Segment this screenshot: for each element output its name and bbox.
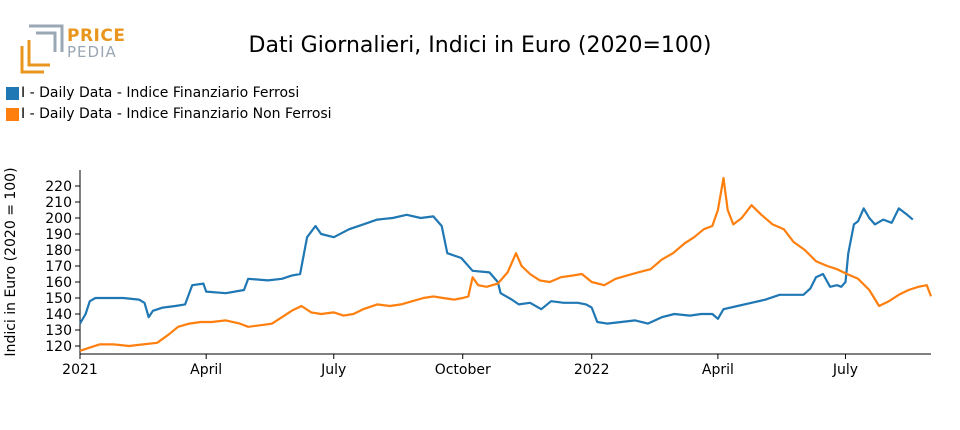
- y-axis-label: Indici in Euro (2020 = 100): [3, 167, 19, 356]
- legend-label-ferrosi: I - Daily Data - Indice Finanziario Ferr…: [21, 85, 300, 101]
- x-tick-label: 2022: [574, 362, 610, 378]
- legend-swatch-ferrosi: [6, 86, 19, 100]
- y-tick-label: 150: [45, 291, 72, 307]
- series-layer: [79, 176, 933, 352]
- y-tick-label: 140: [45, 307, 72, 323]
- chart-title: Dati Giornalieri, Indici in Euro (2020=1…: [248, 33, 712, 58]
- y-tick-label: 120: [45, 339, 72, 355]
- x-tick-label: July: [832, 362, 858, 378]
- x-tick-label: April: [702, 362, 734, 378]
- y-tick-label: 130: [45, 323, 72, 339]
- y-tick-label: 200: [45, 211, 72, 227]
- x-tick-label: April: [190, 362, 222, 378]
- legend-item-ferrosi[interactable]: I - Daily Data - Indice Finanziario Ferr…: [6, 85, 299, 101]
- x-axis: 2021 April July October 2022 April July: [62, 353, 931, 378]
- y-tick-label: 210: [45, 195, 72, 211]
- logo-text-pedia: PEDIA: [67, 43, 117, 61]
- y-tick-label: 180: [45, 243, 72, 259]
- y-tick-label: 170: [45, 259, 72, 275]
- legend-swatch-non-ferrosi: [6, 107, 19, 121]
- x-tick-label: 2021: [62, 362, 98, 378]
- series-line-ferrosi: [79, 207, 914, 325]
- pricepedia-logo: [20, 24, 64, 74]
- logo-text-price: PRICE: [67, 26, 126, 46]
- y-tick-label: 160: [45, 275, 72, 291]
- series-line-non-ferrosi: [79, 176, 933, 352]
- legend-label-non-ferrosi: I - Daily Data - Indice Finanziario Non …: [21, 106, 332, 122]
- x-tick-label: October: [435, 362, 491, 378]
- y-tick-label: 220: [45, 179, 72, 195]
- y-tick-label: 190: [45, 227, 72, 243]
- x-tick-label: July: [320, 362, 346, 378]
- legend-item-non-ferrosi[interactable]: I - Daily Data - Indice Finanziario Non …: [6, 106, 332, 122]
